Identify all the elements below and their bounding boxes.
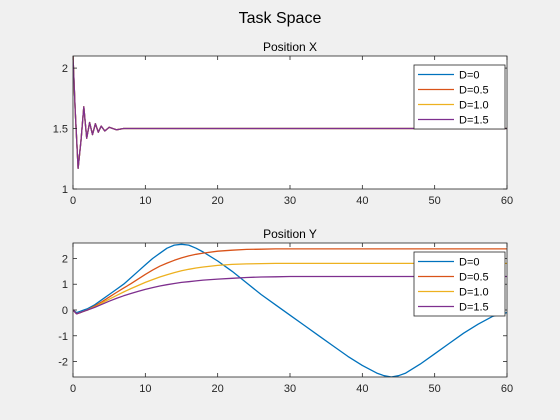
y-tick-label: 2 <box>62 63 68 75</box>
x-tick-label: 0 <box>70 383 76 395</box>
series-line-D=1.5 <box>73 56 507 170</box>
y-tick-label: 1.5 <box>53 124 68 136</box>
legend-label: D=0 <box>459 257 480 269</box>
x-tick-label: 10 <box>139 383 151 395</box>
y-tick-label: -1 <box>58 331 68 343</box>
legend-label: D=1.5 <box>459 115 489 127</box>
subplot-1: Position X 0 10 20 30 40 50 60 1 1.5 2 D=0 D=0.5 D=1.… <box>53 40 513 207</box>
x-tick-label: 60 <box>501 195 513 207</box>
series-line-D=0.5 <box>73 248 507 315</box>
x-tick-label: 40 <box>356 195 368 207</box>
legend-box <box>413 251 506 317</box>
series-line-D=0 <box>73 243 507 377</box>
subplot-title: Position X <box>263 40 317 54</box>
x-tick-label: 60 <box>501 383 513 395</box>
legend: D=0 D=0.5 D=1.0 D=1.5 <box>413 251 506 317</box>
y-tick-label: 2 <box>62 253 68 265</box>
legend: D=0 D=0.5 D=1.0 D=1.5 <box>413 64 506 130</box>
series-line-D=1.5 <box>73 275 507 315</box>
legend-label: D=1.0 <box>459 100 489 112</box>
figure-title: Task Space <box>238 10 322 27</box>
x-tick-label: 20 <box>212 195 224 207</box>
x-tick-label: 20 <box>212 383 224 395</box>
x-tick-label: 30 <box>284 383 296 395</box>
x-tick-label: 40 <box>356 383 368 395</box>
subplot-title: Position Y <box>263 227 317 241</box>
y-tick-label: -2 <box>58 357 68 369</box>
x-tick-label: 50 <box>429 195 441 207</box>
x-tick-label: 10 <box>139 195 151 207</box>
y-tick-label: 1 <box>62 184 68 196</box>
legend-box <box>413 64 506 130</box>
legend-label: D=1.5 <box>459 302 489 314</box>
series-line-D=1.0 <box>73 262 507 315</box>
legend-label: D=0.5 <box>459 272 489 284</box>
x-tick-label: 0 <box>70 195 76 207</box>
y-tick-label: 0 <box>62 305 68 317</box>
legend-label: D=0 <box>459 70 480 82</box>
legend-label: D=1.0 <box>459 287 489 299</box>
x-tick-label: 50 <box>429 383 441 395</box>
x-tick-label: 30 <box>284 195 296 207</box>
y-tick-label: 1 <box>62 279 68 291</box>
legend-label: D=0.5 <box>459 85 489 97</box>
